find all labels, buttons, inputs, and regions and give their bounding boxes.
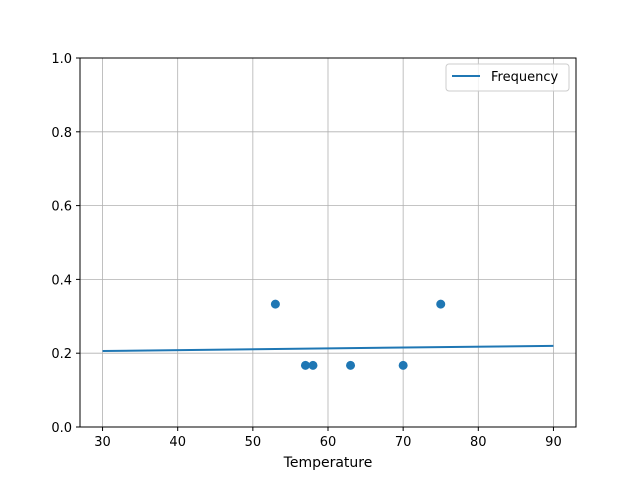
legend-label-frequency: Frequency <box>491 70 558 85</box>
x-tick-label: 30 <box>94 435 111 450</box>
scatter-point <box>436 299 446 309</box>
y-tick-label: 1.0 <box>51 52 72 67</box>
y-tick-label: 0.4 <box>51 273 72 288</box>
legend: Frequency <box>445 63 570 92</box>
x-tick-label: 50 <box>245 435 262 450</box>
scatter-point <box>308 360 318 370</box>
series-line-frequency <box>102 344 554 352</box>
y-tick-label: 0.2 <box>51 347 72 362</box>
x-tick-label: 70 <box>395 435 412 450</box>
scatter-point <box>398 360 408 370</box>
y-tick-label: 0.6 <box>51 200 72 215</box>
scatter-point <box>300 360 310 370</box>
x-tick-label: 40 <box>169 435 186 450</box>
x-tick-label: 60 <box>320 435 337 450</box>
x-tick-label: 80 <box>470 435 487 450</box>
axes-frame <box>79 57 577 428</box>
x-tick-label: 90 <box>545 435 562 450</box>
scatter-point <box>270 299 280 309</box>
ticks: 30 40 50 60 70 80 90 0.0 0.2 0.4 0.6 0.8 1.0 <box>51 52 561 450</box>
marks <box>102 299 554 370</box>
y-tick-label: 0.0 <box>51 421 72 436</box>
x-axis-label: Temperature <box>283 455 373 471</box>
y-tick-label: 0.8 <box>51 126 72 141</box>
scatter-point <box>346 360 356 370</box>
